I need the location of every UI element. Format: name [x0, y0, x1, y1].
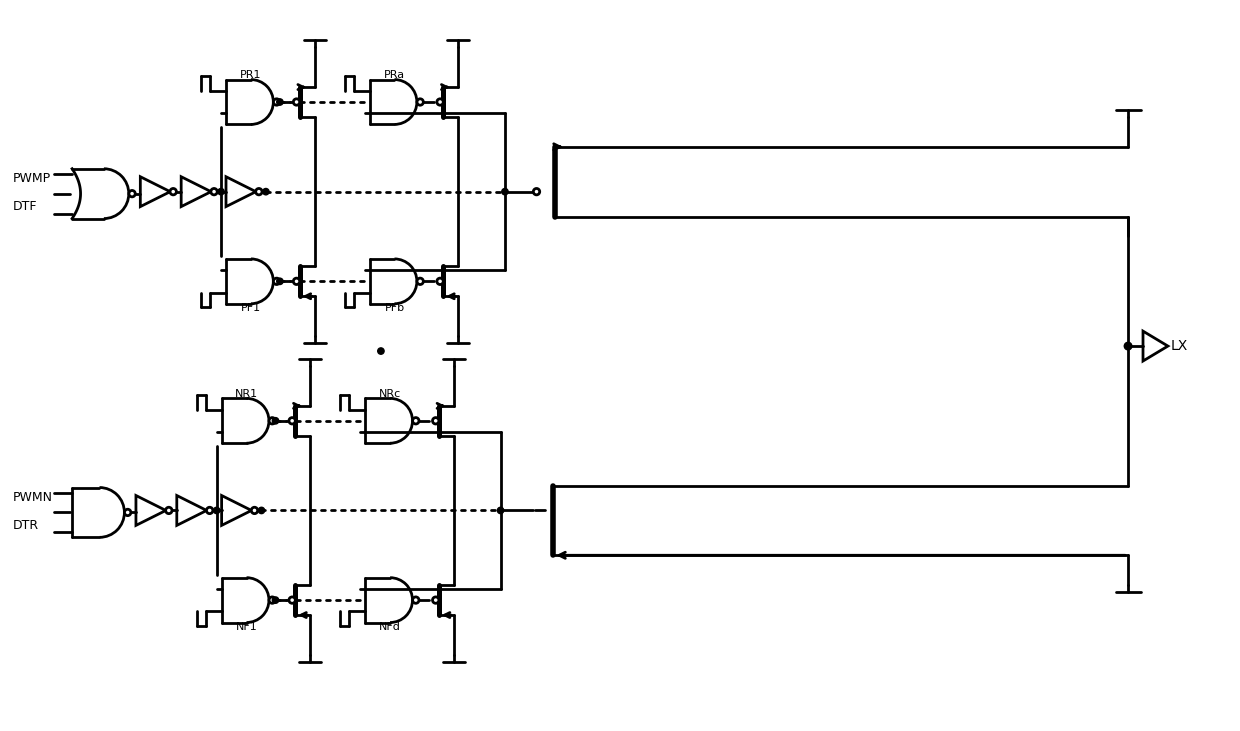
Text: PF1: PF1	[241, 303, 260, 314]
Text: NRc: NRc	[379, 389, 402, 399]
Circle shape	[294, 278, 300, 284]
Circle shape	[269, 417, 275, 424]
Text: NR1: NR1	[234, 389, 258, 399]
Circle shape	[497, 507, 503, 514]
Circle shape	[218, 189, 224, 195]
Circle shape	[502, 189, 508, 195]
Circle shape	[269, 597, 275, 603]
Circle shape	[166, 507, 172, 514]
Circle shape	[273, 417, 279, 424]
Circle shape	[417, 99, 423, 105]
Text: PR1: PR1	[241, 70, 262, 80]
Circle shape	[413, 597, 419, 603]
Circle shape	[255, 189, 262, 195]
Circle shape	[433, 417, 439, 424]
Text: PRa: PRa	[384, 70, 405, 80]
Circle shape	[170, 189, 176, 195]
Circle shape	[277, 99, 283, 105]
Circle shape	[413, 417, 419, 424]
Circle shape	[417, 278, 423, 284]
Circle shape	[533, 189, 539, 195]
Text: LX: LX	[1171, 339, 1188, 353]
Circle shape	[274, 278, 280, 284]
Text: NF1: NF1	[236, 622, 258, 632]
Text: NFd: NFd	[379, 622, 401, 632]
Circle shape	[124, 510, 131, 515]
Text: PWMP: PWMP	[12, 173, 51, 185]
Circle shape	[207, 507, 213, 514]
Circle shape	[436, 99, 443, 105]
Circle shape	[1125, 342, 1132, 350]
Circle shape	[258, 507, 264, 514]
Circle shape	[294, 99, 300, 105]
Circle shape	[289, 597, 295, 603]
Circle shape	[129, 191, 135, 197]
Circle shape	[252, 507, 258, 514]
Circle shape	[213, 507, 219, 514]
Circle shape	[277, 278, 283, 284]
Circle shape	[211, 189, 217, 195]
Circle shape	[436, 278, 443, 284]
Text: DTF: DTF	[12, 200, 37, 213]
Circle shape	[273, 597, 279, 603]
Circle shape	[289, 417, 295, 424]
Circle shape	[378, 348, 384, 355]
Circle shape	[263, 189, 269, 195]
Text: PFb: PFb	[384, 303, 404, 314]
Circle shape	[274, 99, 280, 105]
Text: DTR: DTR	[12, 519, 38, 532]
Circle shape	[433, 597, 439, 603]
Text: PWMN: PWMN	[12, 491, 52, 504]
